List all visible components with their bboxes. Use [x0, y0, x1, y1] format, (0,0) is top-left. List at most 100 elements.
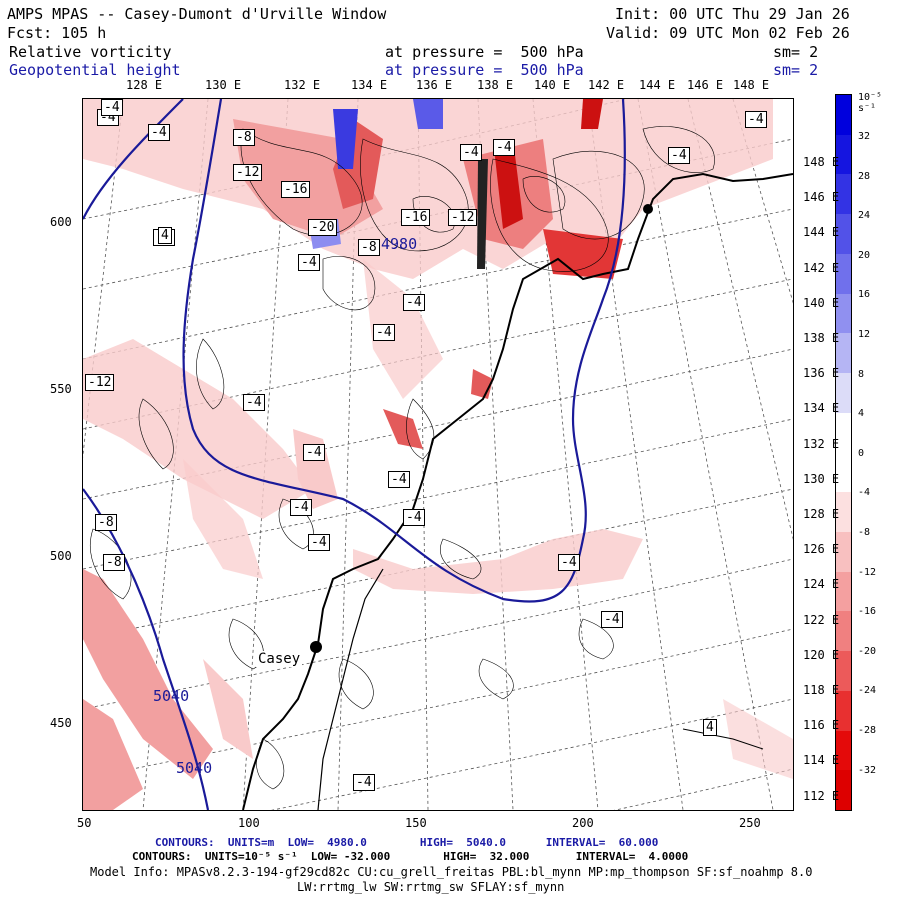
lon-label: 142 E	[588, 78, 625, 92]
colorbar-tick-label: -16	[858, 606, 877, 618]
right-axis-label: 144 E	[803, 225, 840, 240]
colorbar-tick-label: 20	[858, 249, 871, 261]
vorticity-contours	[90, 126, 715, 790]
colorbar-tick-label: 32	[858, 131, 871, 142]
x-axis-label: 200	[572, 816, 594, 830]
init-time: Init: 00 UTC Thu 29 Jan 26	[615, 5, 850, 23]
colorbar-tick-label: 24	[858, 210, 871, 222]
vorticity-shading	[83, 99, 793, 810]
field2-level: at pressure = 500 hPa	[385, 61, 584, 79]
lon-label: 134 E	[351, 78, 388, 92]
lon-label: 128 E	[126, 78, 163, 92]
vorticity-contour-label: -16	[281, 181, 311, 198]
vorticity-contour-label: -8	[233, 129, 255, 146]
height-contour-label: 5040	[176, 759, 213, 777]
colorbar-segment	[836, 214, 851, 255]
colorbar-tick-label: 8	[858, 368, 865, 380]
colorbar-tick-label: -12	[858, 566, 877, 578]
colorbar-segment	[836, 412, 851, 453]
colorbar-tick-label: -28	[858, 725, 877, 736]
colorbar-segment	[836, 333, 851, 374]
height-contour-label: 5040	[153, 687, 190, 705]
colorbar-segment	[836, 492, 851, 533]
lon-label: 130 E	[205, 78, 242, 92]
field2-smoothing: sm= 2	[773, 61, 819, 79]
colorbar-tick-label: 0	[858, 447, 865, 459]
forecast-hour: Fcst: 105 h	[7, 24, 107, 42]
right-axis-label: 142 E	[803, 260, 840, 275]
colorbar-tick-label: -24	[858, 685, 877, 697]
field2-name: Geopotential height	[9, 61, 181, 79]
footer-contour-vorticity: CONTOURS: UNITS=10⁻⁵ s⁻¹ LOW= -32.000 HI…	[132, 850, 689, 863]
colorbar-segment	[836, 690, 851, 732]
map-plot-area: -4 -4 -8 -12 -16 -20 -16 -12 -8 -4 -4 -4 -4 -4 -4 -4 -4-…	[82, 98, 794, 811]
colorbar-segment	[836, 611, 851, 652]
vorticity-contour-label: -8	[103, 554, 125, 571]
colorbar-tick-label: -32	[858, 764, 877, 776]
vorticity-contour-label: -4	[493, 139, 515, 156]
vorticity-contour-label: -4	[558, 554, 580, 571]
field1-level: at pressure = 500 hPa	[385, 43, 584, 61]
lon-label: 144 E	[639, 78, 676, 92]
x-axis-label: 50	[77, 816, 92, 830]
right-axis-label: 128 E	[803, 507, 840, 521]
field1-name: Relative vorticity	[9, 43, 172, 61]
right-axis-label: 126 E	[803, 542, 840, 557]
vorticity-contour-label: -4	[668, 147, 690, 164]
height-contour-label: 4980	[381, 235, 418, 253]
vorticity-contour-label: -4	[148, 124, 170, 141]
vorticity-contour-label: 4	[703, 719, 717, 736]
station-marker-casey	[310, 641, 322, 653]
colorbar-segment	[836, 651, 851, 692]
vorticity-contour-label: -4	[303, 444, 325, 461]
right-axis-label: 120 E	[803, 647, 840, 662]
vorticity-contour-label: -4	[403, 294, 425, 311]
vorticity-contour-label: -4	[101, 99, 123, 116]
right-axis-label: 118 E	[803, 683, 840, 697]
vorticity-contour-label: -20	[308, 219, 338, 236]
y-axis-label: 550	[50, 382, 72, 396]
vorticity-contour-label: -12	[233, 164, 263, 181]
valid-time: Valid: 09 UTC Mon 02 Feb 26	[606, 24, 850, 42]
right-axis-label: 116 E	[803, 718, 840, 733]
right-axis-label: 124 E	[803, 577, 840, 592]
colorbar-segment	[836, 174, 851, 215]
vorticity-contour-label: -4	[373, 324, 395, 341]
y-axis-label: 600	[50, 215, 72, 229]
x-axis-label: 250	[739, 816, 761, 830]
right-axis-label: 136 E	[803, 366, 840, 381]
y-axis-label: 450	[50, 716, 72, 730]
vorticity-contour-label: -8	[358, 239, 380, 256]
colorbar-tick-label: 16	[858, 289, 871, 301]
right-axis-label: 146 E	[803, 190, 840, 205]
colorbar-tick-label: -20	[858, 645, 877, 657]
vorticity-contour-label: -4	[403, 509, 425, 526]
colorbar-segment	[836, 770, 851, 811]
colorbar	[835, 94, 852, 811]
vorticity-contour-label: -4	[745, 111, 767, 128]
coastline-east	[682, 728, 764, 750]
colorbar-segment	[836, 253, 851, 295]
y-axis-label: 500	[50, 549, 72, 563]
vorticity-contour-label: -4	[353, 774, 375, 791]
vorticity-contour-label: -4	[290, 499, 312, 516]
colorbar-segment	[836, 531, 851, 573]
lon-label: 146 E	[687, 78, 724, 92]
right-axis-label: 130 E	[803, 471, 840, 486]
lon-label: 148 E	[733, 78, 770, 92]
footer-model-info-2: LW:rrtmg_lw SW:rrtmg_sw SFLAY:sf_mynn	[297, 880, 565, 894]
vorticity-contour-label: 4	[158, 227, 172, 244]
colorbar-segment	[836, 730, 851, 771]
map-canvas	[83, 99, 793, 810]
vorticity-contour-label: -16	[401, 209, 431, 226]
coastline-inner	[317, 568, 384, 810]
right-axis-label: 122 E	[803, 612, 840, 627]
right-axis-label: 134 E	[803, 401, 840, 416]
station-label-casey: Casey	[256, 651, 303, 667]
vorticity-contour-label: -4	[460, 144, 482, 161]
right-axis-label: 112 E	[803, 788, 840, 803]
right-axis-label: 114 E	[803, 753, 840, 768]
lon-label: 140 E	[534, 78, 571, 92]
colorbar-tick-label: -4	[858, 487, 871, 499]
vorticity-contour-label: -4	[298, 254, 320, 271]
